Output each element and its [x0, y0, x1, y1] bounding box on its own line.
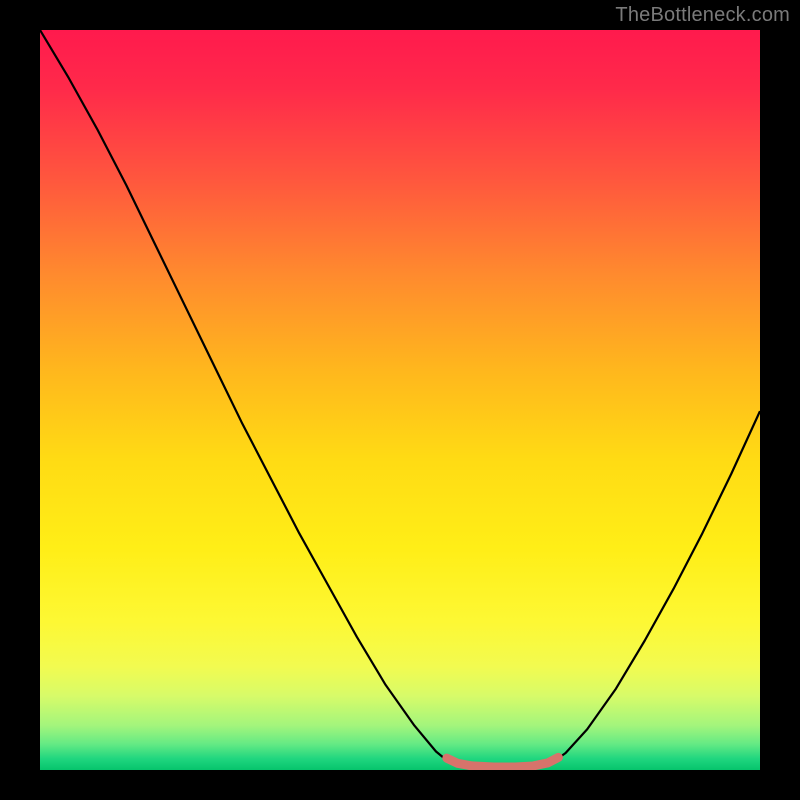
- watermark-text: TheBottleneck.com: [615, 4, 790, 27]
- chart-root: TheBottleneck.com: [0, 0, 800, 800]
- bottleneck-curve-plot: [40, 30, 760, 770]
- gradient-background: [40, 30, 760, 770]
